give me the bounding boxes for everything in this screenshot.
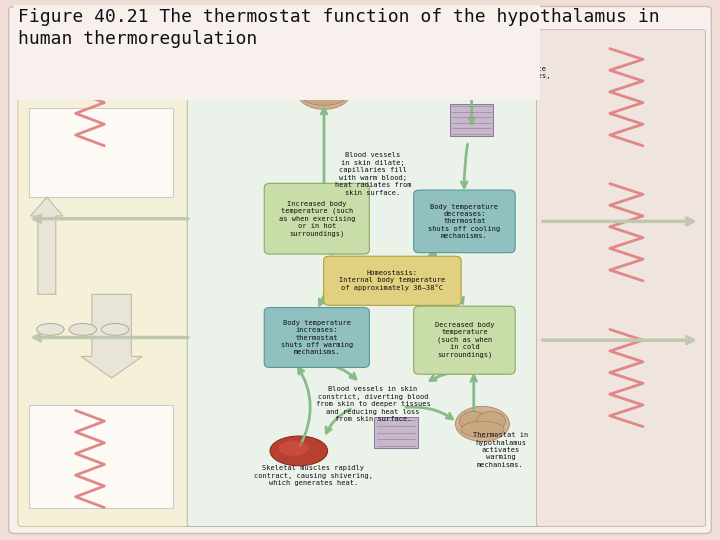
- FancyArrow shape: [30, 197, 63, 294]
- Text: Skeletal muscles rapidly
contract, causing shivering,
which generates heat.: Skeletal muscles rapidly contract, causi…: [253, 465, 373, 487]
- Ellipse shape: [459, 411, 488, 431]
- Ellipse shape: [270, 436, 328, 465]
- Text: Increased body
temperature (such
as when exercising
or in hot
surroundings): Increased body temperature (such as when…: [279, 201, 355, 237]
- Ellipse shape: [69, 323, 96, 335]
- Ellipse shape: [461, 421, 504, 437]
- Ellipse shape: [318, 79, 347, 99]
- Ellipse shape: [102, 323, 129, 335]
- Ellipse shape: [302, 89, 346, 105]
- FancyBboxPatch shape: [9, 6, 711, 534]
- FancyBboxPatch shape: [14, 5, 540, 100]
- FancyBboxPatch shape: [264, 308, 369, 367]
- Ellipse shape: [301, 79, 330, 99]
- FancyBboxPatch shape: [450, 104, 493, 136]
- Text: Thermostat in
hypothalamus
activates
warming
mechanisms.: Thermostat in hypothalamus activates war…: [473, 432, 528, 468]
- FancyBboxPatch shape: [536, 30, 706, 526]
- Text: Figure 40.21 The thermostat function of the hypothalamus in
human thermoregulati: Figure 40.21 The thermostat function of …: [18, 8, 660, 48]
- FancyBboxPatch shape: [29, 108, 173, 197]
- Ellipse shape: [37, 323, 64, 335]
- FancyBboxPatch shape: [18, 30, 194, 526]
- FancyBboxPatch shape: [413, 190, 516, 253]
- Ellipse shape: [477, 411, 505, 431]
- Text: Body temperature
decreases:
thermostat
shuts off cooling
mechanisms.: Body temperature decreases: thermostat s…: [428, 204, 500, 239]
- FancyBboxPatch shape: [374, 417, 418, 448]
- FancyBboxPatch shape: [324, 256, 462, 306]
- Text: Sweat glands secrete
sweat that evaporates,
cooling the body.: Sweat glands secrete sweat that evaporat…: [457, 66, 551, 87]
- Text: Decreased body
temperature
(such as when
in cold
surroundings): Decreased body temperature (such as when…: [435, 322, 494, 358]
- Ellipse shape: [279, 441, 309, 456]
- Text: Body temperature
increases:
thermostat
shuts off warming
mechanisms.: Body temperature increases: thermostat s…: [281, 320, 353, 355]
- FancyBboxPatch shape: [450, 48, 493, 86]
- FancyBboxPatch shape: [413, 306, 516, 374]
- Text: Blood vessels
in skin dilate;
capillaries fill
with warm blood;
heat radiates fr: Blood vessels in skin dilate; capillarie…: [335, 152, 411, 196]
- Ellipse shape: [456, 406, 510, 442]
- Ellipse shape: [297, 74, 351, 109]
- Text: Blood vessels in skin
constrict, diverting blood
from skin to deeper tissues
and: Blood vessels in skin constrict, diverti…: [315, 386, 431, 422]
- Text: Thermostat in
hypothalamus
activates cooling
mechanisms.: Thermostat in hypothalamus activates coo…: [263, 70, 335, 99]
- Text: Homeostasis:
Internal body temperature
of approximately 36–38°C: Homeostasis: Internal body temperature o…: [339, 270, 446, 292]
- FancyBboxPatch shape: [29, 405, 173, 508]
- FancyBboxPatch shape: [187, 30, 544, 526]
- FancyArrow shape: [81, 294, 143, 378]
- FancyBboxPatch shape: [264, 184, 369, 254]
